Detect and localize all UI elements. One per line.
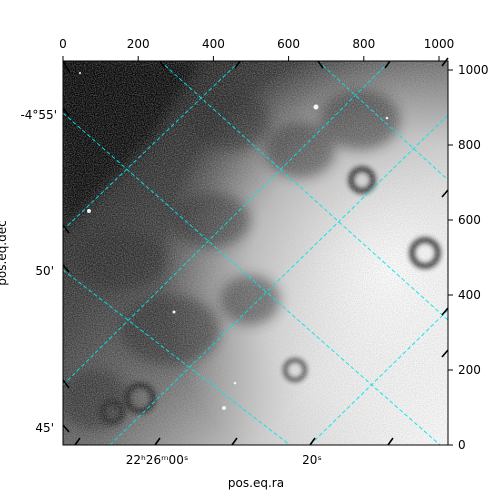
ra-tick-label: 22ʰ26ᵐ00ˢ [126,453,189,467]
right-tick-label: 200 [458,363,481,377]
top-tick-label: 200 [127,37,150,51]
ra-tick-label: 20ˢ [302,453,322,467]
celestial-grid [63,61,448,445]
top-tick-label: 1000 [424,37,455,51]
frame-ticks [62,56,453,446]
top-tick-label: 600 [277,37,300,51]
dec-labels: -4°55' 50' 45' [20,108,57,435]
top-pixel-labels: 0 200 400 600 800 1000 [59,37,454,51]
right-tick-label: 400 [458,288,481,302]
top-tick-label: 800 [352,37,375,51]
x-axis-title: pos.eq.ra [228,476,284,490]
right-tick-label: 0 [458,438,466,452]
dec-tick-label: -4°55' [20,108,57,122]
right-tick-label: 800 [458,138,481,152]
grid-edge-ticks [62,57,449,446]
right-tick-label: 1000 [458,63,489,77]
dec-tick-label: 50' [35,264,54,278]
ra-labels: 22ʰ26ᵐ00ˢ 20ˢ [126,453,322,467]
plot-frame [62,60,449,446]
sky-image [63,61,448,445]
right-pixel-labels: 0 200 400 600 800 1000 [458,63,489,452]
top-tick-label: 0 [59,37,67,51]
top-tick-label: 400 [202,37,225,51]
dec-tick-label: 45' [35,421,54,435]
y-axis-title: pos.eq.dec [0,220,9,285]
right-tick-label: 600 [458,213,481,227]
